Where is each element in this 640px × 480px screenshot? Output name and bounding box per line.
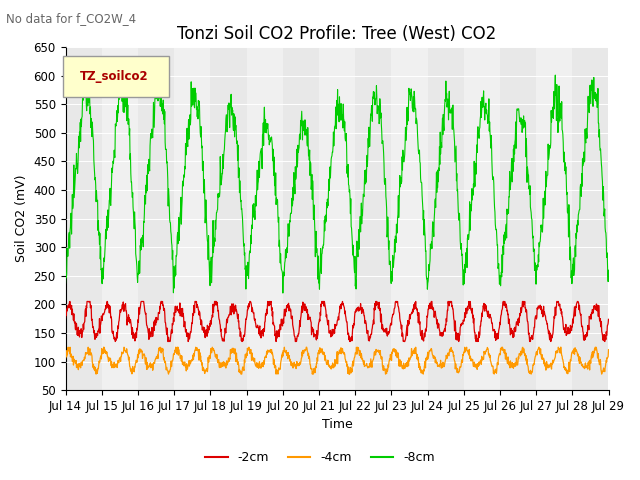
Bar bbox=[246, 47, 283, 390]
X-axis label: Time: Time bbox=[322, 419, 353, 432]
Bar bbox=[283, 47, 319, 390]
Bar bbox=[428, 47, 464, 390]
Bar bbox=[464, 47, 500, 390]
Legend: -2cm, -4cm, -8cm: -2cm, -4cm, -8cm bbox=[200, 446, 440, 469]
Bar bbox=[65, 47, 102, 390]
Bar bbox=[391, 47, 428, 390]
Y-axis label: Soil CO2 (mV): Soil CO2 (mV) bbox=[15, 175, 28, 262]
Bar bbox=[319, 47, 355, 390]
Bar bbox=[138, 47, 174, 390]
Bar bbox=[211, 47, 246, 390]
Text: TZ_soilco2: TZ_soilco2 bbox=[80, 70, 148, 83]
Bar bbox=[536, 47, 572, 390]
Bar bbox=[500, 47, 536, 390]
Bar bbox=[174, 47, 211, 390]
Bar bbox=[572, 47, 609, 390]
Bar bbox=[355, 47, 391, 390]
Bar bbox=[102, 47, 138, 390]
Text: No data for f_CO2W_4: No data for f_CO2W_4 bbox=[6, 12, 136, 25]
FancyBboxPatch shape bbox=[63, 56, 169, 96]
Title: Tonzi Soil CO2 Profile: Tree (West) CO2: Tonzi Soil CO2 Profile: Tree (West) CO2 bbox=[177, 24, 497, 43]
